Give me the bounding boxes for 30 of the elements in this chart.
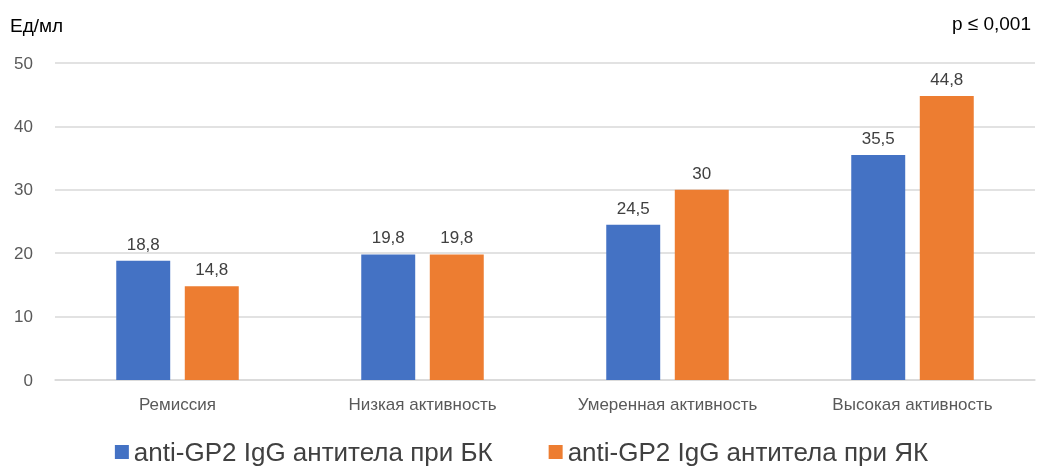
data-label: 35,5 (861, 128, 895, 148)
y-tick-label: 20 (14, 243, 33, 263)
x-tick-label: Высокая активность (832, 395, 993, 414)
bar (184, 286, 239, 380)
y-axis-title: Ед/мл (10, 15, 64, 36)
bar (851, 154, 906, 380)
x-tick-label: Низкая активность (348, 395, 497, 414)
data-label: 14,8 (195, 260, 229, 280)
bar (116, 260, 171, 380)
y-tick-label: 30 (14, 180, 33, 200)
bar (429, 254, 484, 380)
legend-label: anti-GP2 IgG антитела при ЯК (567, 437, 929, 467)
y-tick-label: 40 (14, 116, 33, 136)
text: p ≤ 0,001 (951, 13, 1032, 34)
data-label: 18,8 (126, 234, 160, 254)
y-tick-label: 10 (14, 307, 33, 327)
bar (919, 95, 974, 380)
data-label: 24,5 (616, 198, 650, 218)
x-tick-label: Умеренная активность (577, 395, 758, 414)
bar (606, 224, 661, 380)
bar (674, 189, 729, 380)
data-label: 44,8 (930, 69, 964, 89)
x-tick-label: Ремиссия (139, 395, 216, 414)
y-tick-label: 50 (14, 53, 33, 73)
legend-label: anti-GP2 IgG антитела при БК (133, 437, 493, 467)
data-label: 30 (692, 163, 712, 183)
bar (361, 254, 416, 380)
data-label: 19,8 (371, 228, 405, 248)
data-label: 19,8 (440, 228, 474, 248)
y-tick-label: 0 (23, 370, 33, 390)
